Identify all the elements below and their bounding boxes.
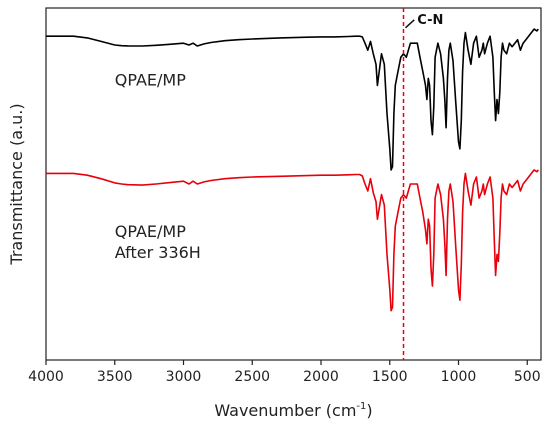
annotation-4: After 336H xyxy=(115,243,201,262)
x-tick-label-4000: 4000 xyxy=(28,369,64,385)
x-tick-label-1500: 1500 xyxy=(372,369,408,385)
x-tick-label-1000: 1000 xyxy=(441,369,477,385)
x-axis-label-end: ) xyxy=(366,401,372,420)
plot-area: C-N QPAE/MP QPAE/MP After 336H xyxy=(45,7,542,361)
x-axis: 4000 3500 3000 2500 2000 1500 1000 500 xyxy=(28,360,541,385)
x-tick-label-500: 500 xyxy=(514,369,541,385)
x-axis-label-main: Wavenumber (cm xyxy=(214,401,356,420)
x-tick-label-2000: 2000 xyxy=(303,369,339,385)
x-tick-label-3500: 3500 xyxy=(97,369,133,385)
annotation-3: QPAE/MP xyxy=(115,222,186,241)
annotation-1: C-N xyxy=(417,13,443,28)
cn-annotation-leader xyxy=(404,19,415,29)
x-axis-label-superscript: -1 xyxy=(356,401,366,412)
spectrum-line-2 xyxy=(46,169,539,312)
spectrum-line-1 xyxy=(46,28,539,171)
annotation-2: QPAE/MP xyxy=(115,70,186,89)
annotation-layer: C-N QPAE/MP QPAE/MP After 336H xyxy=(115,13,444,262)
y-axis-label: Transmittance (a.u.) xyxy=(7,103,26,265)
x-tick-label-2500: 2500 xyxy=(234,369,270,385)
x-tick-label-3000: 3000 xyxy=(166,369,202,385)
x-axis-label: Wavenumber (cm-1) xyxy=(214,401,372,420)
plot-frame xyxy=(45,7,542,361)
series-layer xyxy=(46,28,539,312)
